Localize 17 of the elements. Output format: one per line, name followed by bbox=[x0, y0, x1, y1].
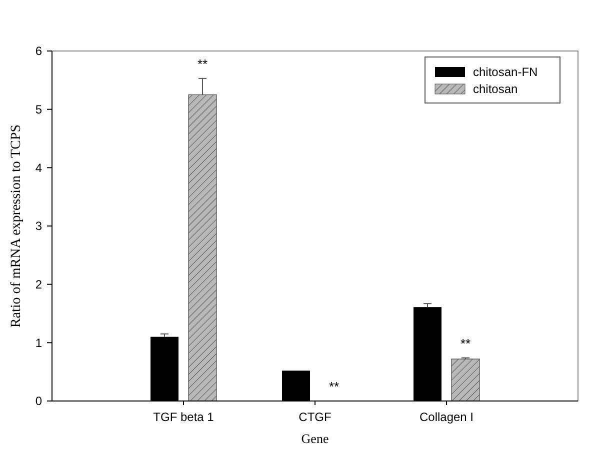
x-tick-label: CTGF bbox=[298, 410, 332, 424]
legend-label: chitosan-FN bbox=[473, 65, 538, 80]
annotation: ** bbox=[328, 379, 340, 394]
x-tick-label: Collagen I bbox=[419, 410, 474, 424]
y-tick-label: 3 bbox=[35, 219, 42, 234]
y-tick-label: 5 bbox=[35, 102, 42, 117]
x-tick-label: TGF beta 1 bbox=[153, 410, 214, 424]
y-tick-label: 6 bbox=[35, 44, 42, 58]
y-tick-label: 2 bbox=[35, 278, 42, 292]
y-tick-label: 1 bbox=[35, 336, 42, 350]
y-tick-label: 0 bbox=[35, 394, 42, 408]
legend-label: chitosan bbox=[473, 82, 518, 96]
x-axis-title: Gene bbox=[301, 431, 329, 446]
annotation: ** bbox=[197, 56, 208, 72]
y-axis-title: Ratio of mRNA expression to TCPS bbox=[9, 124, 24, 328]
y-tick-label: 4 bbox=[35, 160, 42, 175]
annotation: ** bbox=[460, 336, 471, 351]
